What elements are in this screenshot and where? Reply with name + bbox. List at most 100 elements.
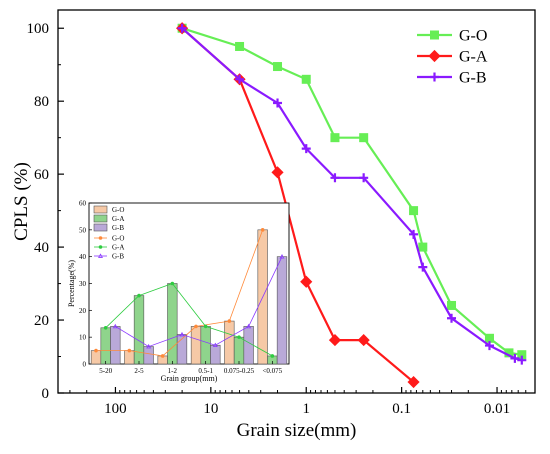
series-point-G-B: [301, 144, 311, 154]
series-point-G-B: [418, 262, 428, 272]
series-point-G-O: [359, 133, 369, 143]
legend-marker-G-A: [428, 49, 441, 63]
inset-legend-bar-G-O: [93, 205, 108, 214]
series-point-G-B: [330, 173, 340, 183]
inset-bar-G-O: [224, 320, 235, 365]
legend-marker-G-O: [430, 30, 439, 40]
inset-x-axis-label: Grain group(mm): [161, 374, 218, 383]
inset-point-G-A: [237, 335, 241, 339]
inset-legend-line-label-G-A: G-A: [112, 244, 124, 252]
inset-bar-G-O: [190, 326, 202, 365]
inset-legend-bar-label-G-B: G-B: [112, 224, 124, 232]
inset-chart: 0 10 20 30 40 50 60 5-20 2-5 1-2 0.5-1 0.075-0.25 <0…: [67, 200, 290, 383]
y-tick-label: 20: [34, 313, 49, 329]
x-tick-label: 0.1: [392, 401, 411, 417]
series-point-G-O: [484, 333, 494, 343]
inset-y-tick-label: 30: [79, 280, 87, 288]
series-line-G-B: [181, 27, 523, 362]
inset-point-G-A: [103, 325, 108, 330]
inset-point-G-B: [146, 343, 152, 349]
series-point-G-B: [510, 353, 520, 363]
series-point-G-B: [447, 313, 457, 323]
series-point-G-A: [300, 275, 313, 288]
inset-legend-marker-G-B: [98, 253, 103, 258]
series-point-G-A: [357, 334, 370, 347]
inset-legend-bar-G-A: [93, 214, 108, 223]
inset-point-G-A: [170, 281, 175, 286]
inset-category-label: 0.5-1: [198, 367, 213, 375]
inset-category-label: 2-5: [134, 367, 144, 375]
series-point-G-O: [504, 348, 514, 358]
x-axis-label: Grain size(mm): [237, 420, 357, 441]
inset-bar-G-A: [167, 283, 178, 365]
x-tick-label: 0.01: [484, 401, 510, 417]
inset-legend-line-label-G-B: G-B: [112, 253, 124, 261]
inset-bar-G-B: [243, 326, 254, 365]
series-point-G-O: [330, 133, 340, 143]
y-tick-label: 40: [34, 240, 49, 256]
inset-point-G-B: [179, 331, 185, 337]
inset-bar-G-A: [133, 295, 145, 365]
inset-line-G-A: [105, 283, 273, 357]
inset-point-G-O: [127, 348, 132, 353]
inset-category-label: 1-2: [168, 367, 178, 375]
series-point-G-A: [328, 334, 342, 347]
inset-y-tick-label: 40: [79, 253, 87, 261]
series-point-G-A: [271, 166, 284, 179]
y-tick-label: 100: [27, 21, 50, 37]
inset-point-G-A: [270, 354, 275, 358]
series-point-G-O: [409, 206, 419, 216]
inset-bar-G-B: [143, 346, 154, 365]
inset-bar-G-B: [210, 344, 221, 365]
inset-point-G-O: [94, 348, 98, 353]
inset-legend-marker-G-A: [98, 245, 103, 249]
inset-point-G-O: [160, 354, 165, 358]
series-point-G-A: [407, 375, 420, 389]
x-tick-label: 10: [203, 401, 218, 417]
inset-bar-G-A: [200, 326, 211, 365]
x-tick-label: 100: [104, 401, 127, 417]
inset-bar-G-O: [124, 350, 135, 365]
inset-bar-G-O: [90, 350, 102, 365]
inset-category-label: 0.075-0.25: [224, 367, 255, 375]
series-point-G-O: [517, 350, 527, 360]
inset-legend-bar-label-G-O: G-O: [112, 206, 124, 214]
inset-legend-line-label-G-O: G-O: [112, 235, 124, 243]
y-axis-label: CPLS (%): [11, 162, 32, 241]
series-point-G-B: [273, 98, 283, 108]
inset-point-G-O: [227, 319, 232, 323]
x-tick-label: 1: [302, 401, 310, 417]
series-point-G-O: [235, 41, 245, 51]
inset-y-axis-label: Percentage(%): [67, 260, 76, 307]
inset-point-G-O: [194, 324, 198, 329]
inset-point-G-B: [279, 254, 285, 259]
inset-y-tick-label: 20: [79, 307, 87, 315]
legend-label-G-O: G-O: [459, 28, 487, 45]
inset-bar-G-B: [110, 326, 121, 365]
main-chart: 0 20 40 60 80 100 100 10 1 0.1 0.01 Grain size(mm) C…: [11, 9, 536, 441]
legend-marker-G-B: [430, 72, 439, 82]
legend-label-G-B: G-B: [459, 70, 487, 87]
inset-point-G-B: [112, 323, 118, 329]
inset-line-G-O: [96, 229, 264, 357]
inset-point-G-B: [246, 323, 252, 329]
series-point-G-O: [301, 74, 311, 84]
inset-y-tick-label: 0: [83, 361, 87, 369]
series-point-G-B: [235, 74, 245, 84]
inset-point-G-O: [260, 228, 265, 232]
inset-y-tick-label: 10: [79, 334, 87, 342]
inset-bar-G-A: [100, 327, 111, 365]
y-tick-label: 80: [34, 94, 49, 110]
series-point-G-O: [447, 300, 457, 310]
inset-legend-bar-label-G-A: G-A: [112, 215, 124, 223]
inset-bar-G-B: [276, 256, 288, 365]
inset-legend-marker-G-O: [98, 236, 103, 240]
inset-line-G-B: [115, 256, 283, 348]
inset-category-label: 5-20: [99, 367, 112, 375]
series-point-G-B: [177, 23, 187, 33]
plot-frame: [57, 9, 536, 394]
inset-point-G-A: [137, 293, 141, 298]
series-point-G-B: [484, 341, 494, 351]
y-tick-label: 60: [34, 167, 49, 183]
